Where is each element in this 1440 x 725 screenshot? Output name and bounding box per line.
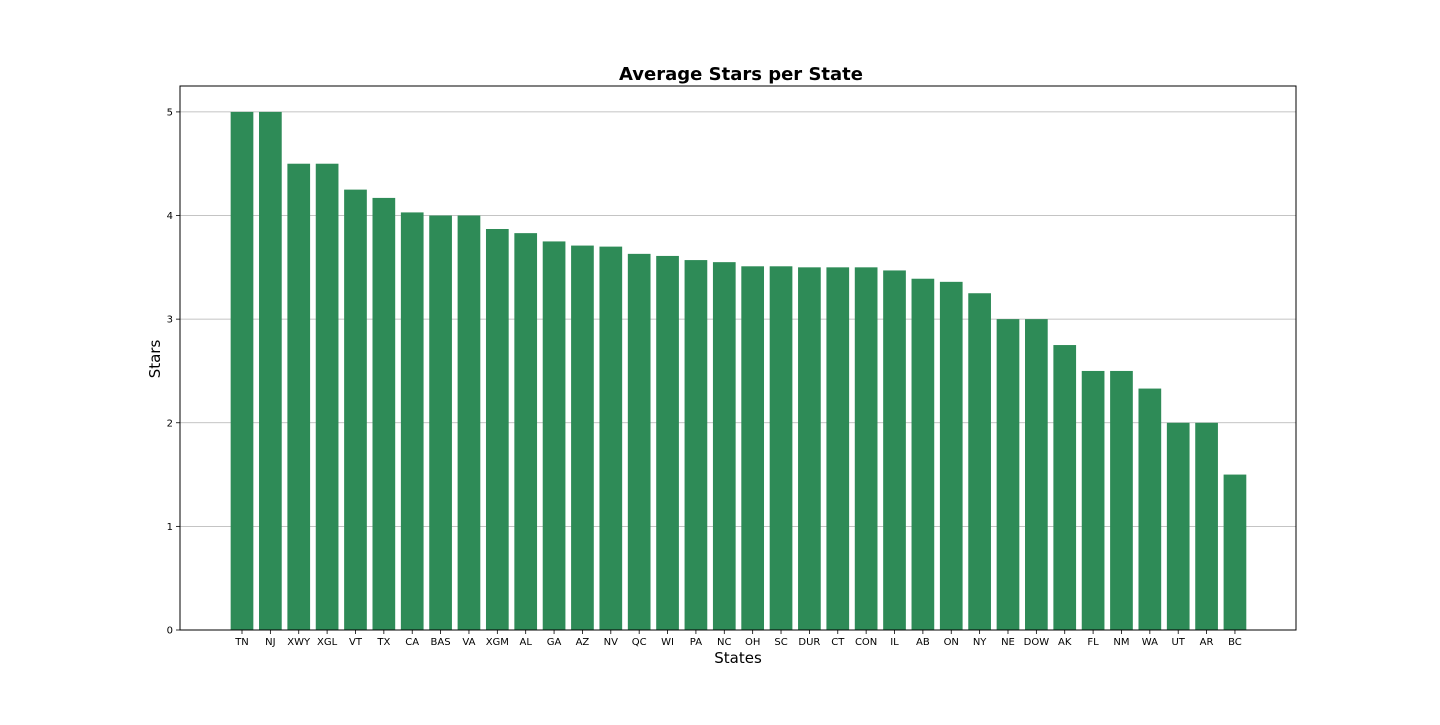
bar-xgm <box>485 228 509 630</box>
bar-ne <box>996 319 1020 630</box>
bar-wa <box>1138 388 1162 630</box>
bar-al <box>514 233 538 631</box>
x-tick-label: XWY <box>287 637 311 648</box>
x-tick-label: DOW <box>1024 637 1050 648</box>
plot-frame <box>179 85 1297 631</box>
bar-va <box>457 215 481 630</box>
y-tick-label: 5 <box>167 107 173 118</box>
bar-on <box>939 281 963 630</box>
bar-fl <box>1081 370 1105 630</box>
bar-tn <box>230 111 254 630</box>
x-tick-label: FL <box>1087 637 1099 648</box>
y-tick-label: 0 <box>167 626 173 637</box>
x-tick-label: UT <box>1171 637 1185 648</box>
x-tick-label: NJ <box>265 637 275 648</box>
y-axis-label: Stars <box>146 340 164 379</box>
bar-xwy <box>287 163 311 630</box>
bar-ak <box>1053 345 1077 630</box>
bar-ar <box>1195 422 1218 630</box>
x-tick-label: TX <box>376 637 390 648</box>
bar-wi <box>656 255 679 630</box>
x-tick-label: ON <box>944 637 959 648</box>
x-tick-label: BAS <box>431 637 451 648</box>
bar-ut <box>1166 422 1190 630</box>
x-tick-label: PA <box>690 637 702 648</box>
bar-con <box>854 267 878 630</box>
bar-pa <box>684 260 708 630</box>
x-axis-ticks: TN NJ XWY XGL VT TX CA BAS VA XGM AL GA AZ NV QC WI PA NC… <box>234 630 1242 648</box>
x-tick-label: AL <box>519 637 532 648</box>
x-tick-label: XGL <box>317 637 338 648</box>
x-tick-label: TN <box>234 637 249 648</box>
bar-qc <box>627 253 651 630</box>
bar-bas <box>429 215 452 630</box>
y-tick-label: 4 <box>167 211 173 222</box>
bar-ny <box>968 293 991 630</box>
bar-dur <box>798 267 821 630</box>
y-tick-label: 2 <box>167 418 173 429</box>
y-tick-label: 1 <box>167 522 173 533</box>
x-tick-label: WI <box>661 637 674 648</box>
bar-il <box>883 270 906 630</box>
bar-nv <box>599 246 623 630</box>
bar-ab <box>911 278 935 630</box>
bar-ct <box>826 267 850 630</box>
bar-az <box>571 245 594 630</box>
x-tick-label: QC <box>632 637 647 648</box>
bar-nm <box>1110 370 1133 630</box>
x-tick-label: CT <box>831 637 845 648</box>
bar-oh <box>741 266 765 630</box>
x-tick-label: AZ <box>576 637 590 648</box>
x-tick-label: CON <box>855 637 877 648</box>
x-tick-label: NM <box>1113 637 1129 648</box>
x-axis-label: States <box>714 649 762 667</box>
x-tick-label: DUR <box>798 637 820 648</box>
bar-vt <box>344 189 367 630</box>
bar-ca <box>400 212 424 631</box>
bar-nj <box>259 111 282 630</box>
bar-ga <box>542 241 566 630</box>
x-tick-label: IL <box>890 637 899 648</box>
x-tick-label: AK <box>1058 637 1072 648</box>
x-tick-label: CA <box>405 637 419 648</box>
x-tick-label: NC <box>717 637 731 648</box>
chart-title: Average Stars per State <box>619 64 863 85</box>
bar-tx <box>372 197 396 630</box>
bar-xgl <box>315 163 339 630</box>
x-tick-label: WA <box>1142 637 1158 648</box>
bar-dow <box>1025 319 1048 630</box>
bar-sc <box>769 266 793 630</box>
bars <box>230 111 1247 631</box>
x-tick-label: VA <box>462 637 475 648</box>
bar-bc <box>1223 474 1247 630</box>
x-tick-label: SC <box>774 637 787 648</box>
bar-nc <box>712 262 736 630</box>
x-tick-label: NV <box>604 637 618 648</box>
x-tick-label: GA <box>547 637 562 648</box>
x-tick-label: NY <box>973 637 987 648</box>
x-tick-label: AB <box>916 637 930 648</box>
x-tick-label: AR <box>1200 637 1214 648</box>
x-tick-label: XGM <box>486 637 509 648</box>
y-tick-label: 3 <box>167 315 173 326</box>
x-tick-label: OH <box>745 637 760 648</box>
x-tick-label: BC <box>1228 637 1242 648</box>
x-tick-label: VT <box>349 637 363 648</box>
y-axis-ticks: 0 1 2 3 4 5 <box>167 107 180 637</box>
x-tick-label: NE <box>1001 637 1015 648</box>
